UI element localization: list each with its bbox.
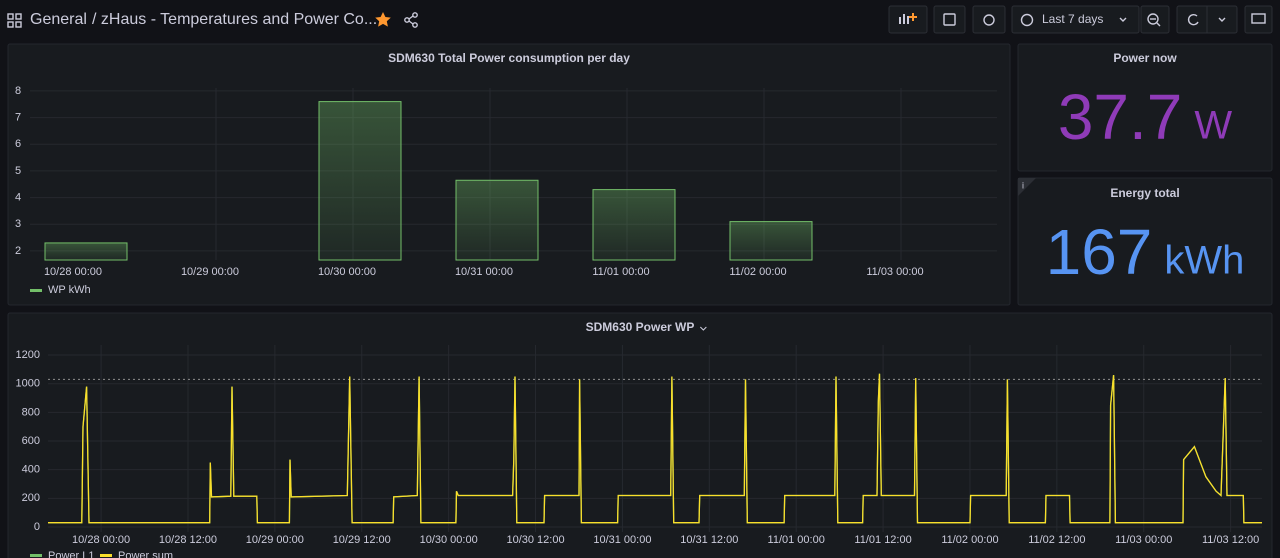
x-tick-label: 11/02 00:00 bbox=[941, 534, 998, 546]
x-tick-label: 11/03 00:00 bbox=[866, 266, 923, 278]
y-tick-label: 0 bbox=[34, 521, 40, 533]
bar bbox=[592, 189, 676, 261]
x-tick-label: 11/01 12:00 bbox=[854, 534, 911, 546]
series-line bbox=[48, 373, 1262, 524]
legend-swatch bbox=[100, 554, 112, 557]
x-tick-label: 10/30 00:00 bbox=[420, 534, 478, 546]
chevron bbox=[1119, 17, 1127, 22]
x-tick-label: 10/31 12:00 bbox=[680, 534, 738, 546]
panel-title: SDM630 Power WP bbox=[586, 320, 695, 334]
x-tick-label: 11/03 12:00 bbox=[1202, 534, 1259, 546]
y-tick-label: 1200 bbox=[16, 349, 40, 361]
chevron bbox=[1218, 17, 1226, 22]
bar bbox=[44, 242, 128, 261]
series-group bbox=[48, 373, 1262, 524]
x-tick-label: 10/29 00:00 bbox=[246, 534, 304, 546]
refresh-icon bbox=[1187, 13, 1199, 26]
settings-icon bbox=[983, 14, 995, 26]
x-tick-label: 11/03 00:00 bbox=[1115, 534, 1172, 546]
save-button[interactable] bbox=[933, 5, 966, 34]
y-tick-label: 4 bbox=[15, 192, 21, 204]
bar bbox=[455, 179, 539, 261]
settings-button[interactable] bbox=[972, 5, 1006, 34]
title-chevron bbox=[699, 326, 707, 331]
star-icon[interactable] bbox=[375, 12, 391, 27]
x-tick-label: 11/02 00:00 bbox=[729, 266, 786, 278]
legend-label: Power sum bbox=[118, 550, 173, 558]
tv-button[interactable] bbox=[1244, 5, 1273, 34]
add-panel-icon bbox=[899, 13, 917, 24]
time-range: Last 7 days bbox=[1042, 12, 1103, 26]
zoom-icon bbox=[1147, 13, 1161, 27]
panel bbox=[1017, 177, 1273, 306]
y-tick-label: 8 bbox=[15, 85, 21, 97]
y-tick-label: 2 bbox=[15, 245, 21, 257]
tv-icon bbox=[1251, 13, 1266, 24]
x-tick-label: 10/28 00:00 bbox=[72, 534, 130, 546]
legend-swatch bbox=[30, 289, 42, 292]
panel-title: Power now bbox=[1113, 51, 1177, 65]
apps-icon[interactable] bbox=[7, 13, 22, 28]
stat-value: 37.7 bbox=[1058, 81, 1183, 153]
bar bbox=[318, 101, 402, 261]
y-tick-label: 400 bbox=[22, 464, 40, 476]
y-tick-label: 5 bbox=[15, 165, 21, 177]
y-tick-label: 7 bbox=[15, 112, 21, 124]
y-tick-label: 1000 bbox=[16, 378, 40, 390]
panel bbox=[7, 312, 1273, 558]
y-tick-label: 200 bbox=[22, 492, 40, 504]
stat-unit: W bbox=[1194, 104, 1232, 148]
breadcrumb[interactable]: General bbox=[30, 11, 87, 28]
panel bbox=[1017, 43, 1273, 172]
x-tick-label: 11/01 00:00 bbox=[768, 534, 825, 546]
bar bbox=[729, 221, 813, 261]
clock-icon bbox=[1020, 13, 1034, 27]
y-tick-label: 800 bbox=[22, 406, 40, 418]
time-picker[interactable] bbox=[1011, 5, 1140, 34]
panel-title: SDM630 Total Power consumption per day bbox=[388, 51, 630, 65]
info-icon[interactable]: i bbox=[1022, 180, 1024, 190]
save-icon bbox=[943, 13, 956, 26]
y-tick-label: 6 bbox=[15, 138, 21, 150]
y-tick-label: 3 bbox=[15, 218, 21, 230]
share-icon[interactable] bbox=[404, 12, 418, 28]
charts: SDM630 Total Power consumption per day 2 3… bbox=[15, 51, 1262, 558]
legend-label: WP kWh bbox=[48, 284, 91, 296]
top-bar: General / zHaus - Temperatures and Power… bbox=[7, 5, 1273, 34]
x-tick-label: 10/29 00:00 bbox=[181, 266, 239, 278]
x-tick-label: 10/28 12:00 bbox=[159, 534, 217, 546]
x-tick-label: 10/31 00:00 bbox=[455, 266, 513, 278]
stat-unit: kWh bbox=[1164, 239, 1244, 283]
panel-title: Energy total bbox=[1110, 186, 1179, 200]
x-tick-label: 10/29 12:00 bbox=[333, 534, 391, 546]
legend-label: Power L1 bbox=[48, 550, 94, 558]
x-tick-label: 11/01 00:00 bbox=[592, 266, 649, 278]
legend-swatch bbox=[30, 554, 42, 557]
x-tick-label: 10/30 00:00 bbox=[318, 266, 376, 278]
x-tick-label: 10/28 00:00 bbox=[44, 266, 102, 278]
x-tick-label: 10/30 12:00 bbox=[506, 534, 564, 546]
dashboard-title[interactable]: / zHaus - Temperatures and Power Co... bbox=[92, 11, 377, 28]
stat-value: 167 bbox=[1046, 216, 1153, 288]
x-tick-label: 10/31 00:00 bbox=[593, 534, 651, 546]
y-tick-label: 600 bbox=[22, 435, 40, 447]
info-corner bbox=[1018, 178, 1036, 196]
x-tick-label: 11/02 12:00 bbox=[1028, 534, 1085, 546]
